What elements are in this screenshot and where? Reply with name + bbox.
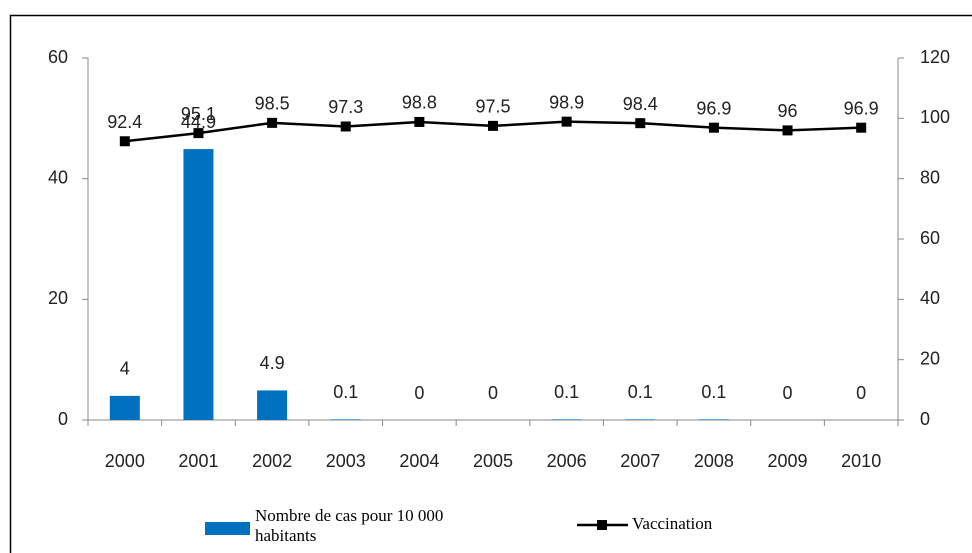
bar-value-label: 0.1 <box>554 382 579 402</box>
line-marker <box>782 125 793 136</box>
line-value-label: 97.5 <box>475 97 510 117</box>
line-value-label: 98.9 <box>549 92 584 112</box>
line-value-label: 96 <box>778 101 798 121</box>
y2-tick-label: 80 <box>920 167 940 187</box>
chart-border <box>9 14 972 553</box>
line-marker <box>561 116 572 127</box>
x-tick-label: 2008 <box>694 451 734 471</box>
bar <box>257 390 288 420</box>
bar-value-label: 0 <box>856 383 866 403</box>
bar-value-label: 0 <box>783 383 793 403</box>
bar <box>330 419 361 420</box>
bar <box>551 419 582 420</box>
bar-value-label: 4.9 <box>260 353 285 373</box>
y-tick-label: 60 <box>48 47 68 67</box>
line-value-label: 98.5 <box>255 94 290 114</box>
x-tick-label: 2006 <box>547 451 587 471</box>
y2-tick-label: 100 <box>920 107 950 127</box>
line-marker <box>635 118 646 129</box>
line-marker <box>856 122 867 133</box>
x-tick-label: 2000 <box>105 451 145 471</box>
x-tick-label: 2005 <box>473 451 513 471</box>
bar <box>625 419 656 420</box>
line-value-label: 92.4 <box>107 112 142 132</box>
line-value-label: 98.4 <box>623 94 658 114</box>
x-tick-label: 2003 <box>326 451 366 471</box>
bar <box>698 419 729 420</box>
y-tick-label: 40 <box>48 167 68 187</box>
y2-tick-label: 60 <box>920 228 940 248</box>
legend-swatch <box>205 522 250 535</box>
y-tick-label: 20 <box>48 288 68 308</box>
bar-value-label: 0.1 <box>628 382 653 402</box>
bar <box>183 149 214 420</box>
y-tick-label: 0 <box>58 409 68 429</box>
line-marker <box>267 117 278 128</box>
x-tick-label: 2009 <box>768 451 808 471</box>
bar-value-label: 44.9 <box>181 112 216 132</box>
line-marker <box>340 121 351 132</box>
bar-value-label: 0.1 <box>333 382 358 402</box>
line-marker <box>193 128 204 139</box>
y2-tick-label: 40 <box>920 288 940 308</box>
legend-marker <box>597 520 607 530</box>
line-value-label: 98.8 <box>402 93 437 113</box>
x-tick-label: 2001 <box>178 451 218 471</box>
x-tick-label: 2002 <box>252 451 292 471</box>
line-value-label: 96.9 <box>844 98 879 118</box>
line-value-label: 97.3 <box>328 97 363 117</box>
legend-label: Vaccination <box>632 514 713 533</box>
y2-tick-label: 120 <box>920 47 950 67</box>
line-marker <box>708 122 719 133</box>
line-marker <box>119 136 130 147</box>
line-value-label: 96.9 <box>696 98 731 118</box>
x-tick-label: 2004 <box>399 451 439 471</box>
legend-label: Nombre de cas pour 10 000 habitants <box>255 506 444 545</box>
y2-tick-label: 0 <box>920 409 930 429</box>
bar-value-label: 0.1 <box>701 382 726 402</box>
line-marker <box>488 120 498 131</box>
x-tick-label: 2007 <box>620 451 660 471</box>
line-value-label: 95.1 <box>181 104 216 124</box>
bar-value-label: 0 <box>414 383 424 403</box>
x-tick-label: 2010 <box>841 451 881 471</box>
y2-tick-label: 20 <box>920 348 940 368</box>
bar-value-label: 0 <box>488 383 498 403</box>
bar <box>109 395 140 420</box>
bar-value-label: 4 <box>120 359 130 379</box>
line-marker <box>414 116 425 127</box>
